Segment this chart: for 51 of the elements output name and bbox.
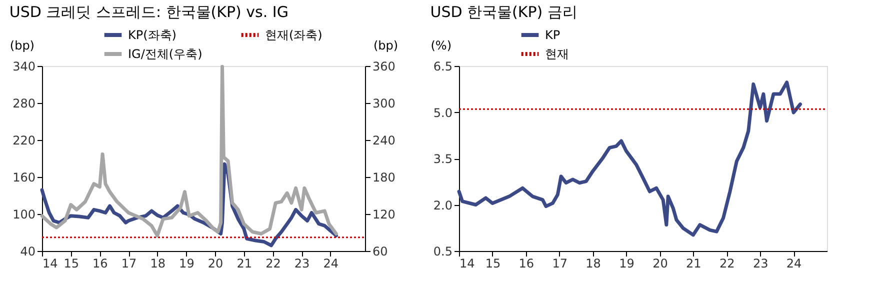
x-tick-label: 17 — [552, 256, 568, 270]
x-tick-label: 21 — [686, 256, 702, 270]
x-tick-label: 21 — [236, 256, 252, 270]
x-tick-label: 23 — [752, 256, 768, 270]
x-tick-label: 18 — [586, 256, 601, 270]
legend-label: 현재 — [545, 47, 569, 61]
y-tick-label: 280 — [12, 96, 36, 110]
y-tick-label: 2.0 — [433, 198, 452, 212]
x-tick-label: 20 — [208, 256, 224, 270]
x-tick-label: 19 — [179, 256, 194, 270]
y-tick-label: 340 — [12, 60, 36, 74]
x-tick-label: 14 — [42, 256, 58, 270]
x-tick-label: 15 — [64, 256, 79, 270]
y2-tick-label: 60 — [372, 244, 388, 258]
line-series — [40, 64, 338, 238]
x-tick-label: 22 — [719, 256, 735, 270]
chart-title: USD 한국물(KP) 금리 — [430, 3, 578, 21]
x-tick-label: 23 — [294, 256, 310, 270]
line-series — [457, 80, 802, 237]
y2-tick-label: 120 — [372, 208, 396, 222]
x-tick-label: 16 — [518, 256, 534, 270]
y-tick-label: 40 — [20, 244, 36, 258]
x-tick-label: 18 — [150, 256, 166, 270]
y-tick-label: 5.0 — [433, 106, 452, 120]
x-tick-label: 19 — [619, 256, 634, 270]
x-tick-label: 16 — [92, 256, 108, 270]
x-tick-label: 14 — [460, 256, 475, 270]
legend-label: KP(좌축) — [128, 28, 176, 42]
y2-tick-label: 180 — [372, 170, 396, 184]
y-tick-label: 6.5 — [433, 60, 452, 74]
y-axis-title: (%) — [430, 38, 452, 52]
y-tick-label: 220 — [12, 134, 36, 148]
y2-tick-label: 360 — [372, 60, 396, 74]
y-tick-label: 100 — [12, 208, 36, 222]
x-tick-label: 15 — [485, 256, 501, 270]
y2-tick-label: 300 — [372, 96, 396, 110]
x-tick-label: 24 — [786, 256, 802, 270]
x-tick-label: 22 — [266, 256, 281, 270]
y2-tick-label: 240 — [372, 134, 396, 148]
chart-title: USD 크레딧 스프레드: 한국물(KP) vs. IG — [9, 3, 288, 21]
legend-label: 현재(좌축) — [265, 28, 322, 42]
x-tick-label: 24 — [323, 256, 339, 270]
y-tick-label: 0.5 — [433, 244, 452, 258]
y-tick-label: 160 — [12, 170, 36, 184]
y-axis-title: (bp) — [10, 38, 34, 52]
y2-axis-title: (bp) — [374, 38, 398, 52]
x-tick-label: 17 — [121, 256, 137, 270]
legend-label: KP — [545, 28, 560, 42]
x-tick-label: 20 — [652, 256, 668, 270]
y-tick-label: 3.5 — [433, 152, 452, 166]
legend-label: IG/전체(우축) — [128, 47, 202, 61]
